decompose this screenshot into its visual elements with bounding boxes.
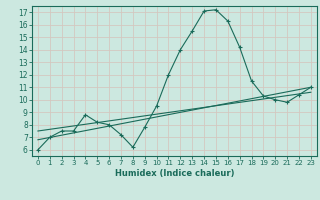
X-axis label: Humidex (Indice chaleur): Humidex (Indice chaleur) — [115, 169, 234, 178]
